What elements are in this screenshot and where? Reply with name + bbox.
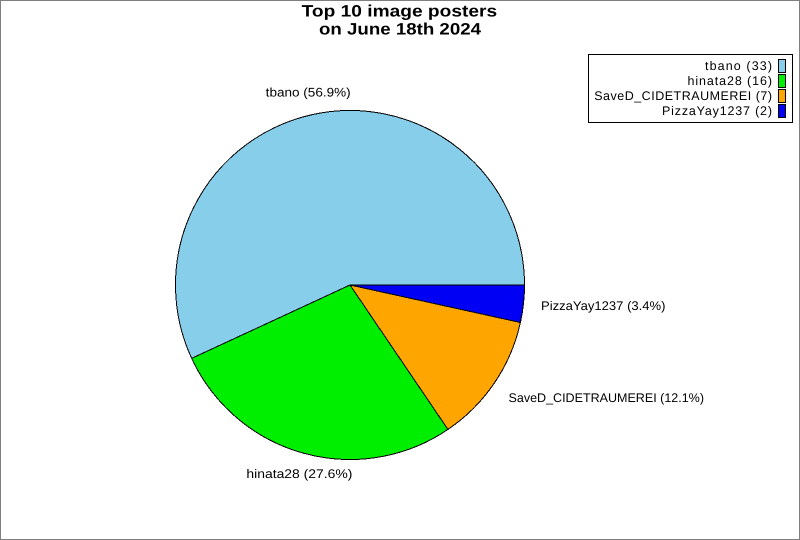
svg-text:on June 18th 2024: on June 18th 2024 xyxy=(319,20,482,38)
svg-text:PizzaYay1237 (2): PizzaYay1237 (2) xyxy=(662,104,772,118)
svg-text:SaveD_CIDETRAUMEREI (12.1%): SaveD_CIDETRAUMEREI (12.1%) xyxy=(509,391,705,405)
svg-text:tbano (33): tbano (33) xyxy=(705,59,772,73)
svg-text:tbano (56.9%): tbano (56.9%) xyxy=(266,86,351,100)
svg-text:hinata28 (27.6%): hinata28 (27.6%) xyxy=(246,467,352,481)
svg-text:SaveD_CIDETRAUMEREI (7): SaveD_CIDETRAUMEREI (7) xyxy=(594,89,772,103)
svg-text:PizzaYay1237 (3.4%): PizzaYay1237 (3.4%) xyxy=(541,299,666,313)
svg-text:Top 10 image posters: Top 10 image posters xyxy=(302,3,498,21)
svg-text:hinata28 (16): hinata28 (16) xyxy=(688,74,773,88)
